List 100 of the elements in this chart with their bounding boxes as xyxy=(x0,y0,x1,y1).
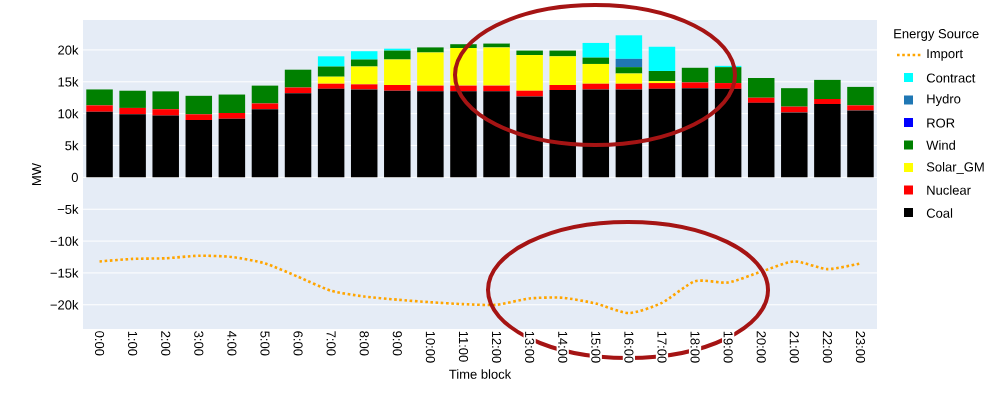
x-axis-title: Time block xyxy=(449,369,512,379)
y-tick-label: −10k xyxy=(50,236,79,246)
legend-label: ROR xyxy=(927,118,955,128)
bar xyxy=(582,42,610,58)
bar xyxy=(814,79,841,99)
bar xyxy=(251,103,279,110)
bar xyxy=(218,113,246,119)
legend-title: Energy Source xyxy=(894,29,979,41)
x-tick-label: 23:00 xyxy=(855,331,866,363)
bar xyxy=(350,89,378,178)
bar xyxy=(384,50,411,60)
x-tick-label: 1:00 xyxy=(128,331,138,356)
bar xyxy=(417,91,444,178)
bar xyxy=(483,47,510,86)
bar xyxy=(615,67,643,74)
bar xyxy=(582,57,610,64)
bar xyxy=(350,59,378,67)
x-tick-label: 17:00 xyxy=(657,331,667,363)
y-tick-label: −20k xyxy=(50,300,79,310)
bar xyxy=(615,58,643,68)
bar xyxy=(781,88,808,107)
bar xyxy=(847,105,874,111)
bar xyxy=(747,102,775,178)
bar xyxy=(814,99,841,105)
y-tick-label: 20k xyxy=(58,45,79,55)
bar xyxy=(218,118,246,178)
x-tick-label: 2:00 xyxy=(161,331,171,356)
bar xyxy=(317,66,345,77)
y-axis-title: MW xyxy=(32,163,42,185)
x-tick-label: 9:00 xyxy=(392,331,402,356)
bar xyxy=(350,51,378,60)
bar xyxy=(185,114,213,121)
bar xyxy=(450,91,477,178)
bar xyxy=(847,86,874,106)
y-tick-label: 15k xyxy=(58,77,79,87)
bar xyxy=(152,115,179,178)
bar xyxy=(681,88,709,178)
x-tick-label: 8:00 xyxy=(359,331,369,356)
x-tick-label: 3:00 xyxy=(194,331,204,356)
x-tick-label: 22:00 xyxy=(822,331,832,363)
bar xyxy=(119,114,146,178)
x-tick-label: 20:00 xyxy=(756,331,766,363)
x-tick-label: 12:00 xyxy=(491,331,502,363)
bar xyxy=(317,56,345,67)
bar xyxy=(86,111,113,178)
bar xyxy=(251,109,279,178)
x-tick-label: 14:00 xyxy=(558,331,568,363)
bar xyxy=(549,84,576,91)
x-tick-label: 4:00 xyxy=(227,331,237,356)
bar xyxy=(119,107,146,115)
bar xyxy=(615,35,643,59)
line-series xyxy=(98,254,862,315)
x-tick-label: 18:00 xyxy=(690,331,700,363)
bar xyxy=(350,66,378,85)
bar xyxy=(648,70,676,82)
bar xyxy=(516,50,543,56)
bar xyxy=(847,110,874,178)
bar xyxy=(185,120,213,178)
bar xyxy=(218,94,246,114)
bar xyxy=(648,46,676,71)
x-tick-label: 21:00 xyxy=(789,331,799,363)
bar xyxy=(781,112,808,178)
bar xyxy=(417,47,444,53)
bar xyxy=(747,77,775,98)
bar xyxy=(284,69,312,88)
x-tick-label: 10:00 xyxy=(425,331,435,363)
x-tick-label: 0:00 xyxy=(94,331,105,356)
bar xyxy=(317,83,345,89)
bar xyxy=(317,76,345,84)
bar xyxy=(648,88,676,178)
legend-label: Wind xyxy=(926,140,955,150)
legend-label: Nuclear xyxy=(927,185,971,195)
bar xyxy=(317,88,345,178)
bar xyxy=(86,105,113,112)
bar xyxy=(648,83,676,89)
bar xyxy=(185,95,213,115)
y-tick-label: 0 xyxy=(71,172,78,182)
bar xyxy=(284,93,312,178)
y-tick-label: 10k xyxy=(58,108,79,119)
bar xyxy=(384,90,411,178)
x-tick-label: 19:00 xyxy=(723,331,733,363)
x-tick-label: 5:00 xyxy=(260,331,270,356)
bar xyxy=(681,67,709,83)
legend-label: Solar_GM xyxy=(926,161,984,174)
bar xyxy=(417,52,444,86)
bar xyxy=(516,55,543,91)
x-tick-label: 13:00 xyxy=(525,331,535,363)
bar xyxy=(384,59,411,85)
legend-label: Hydro xyxy=(927,93,961,107)
x-tick-label: 7:00 xyxy=(326,331,336,356)
bar xyxy=(615,89,643,178)
x-tick-label: 16:00 xyxy=(624,331,634,363)
bar xyxy=(483,91,510,178)
bar xyxy=(582,63,610,84)
y-tick-label: −5k xyxy=(57,204,79,214)
bar xyxy=(119,90,146,108)
bar xyxy=(681,82,709,89)
x-tick-label: 6:00 xyxy=(293,331,303,356)
legend-label: Import xyxy=(927,49,963,61)
bar xyxy=(516,96,543,178)
